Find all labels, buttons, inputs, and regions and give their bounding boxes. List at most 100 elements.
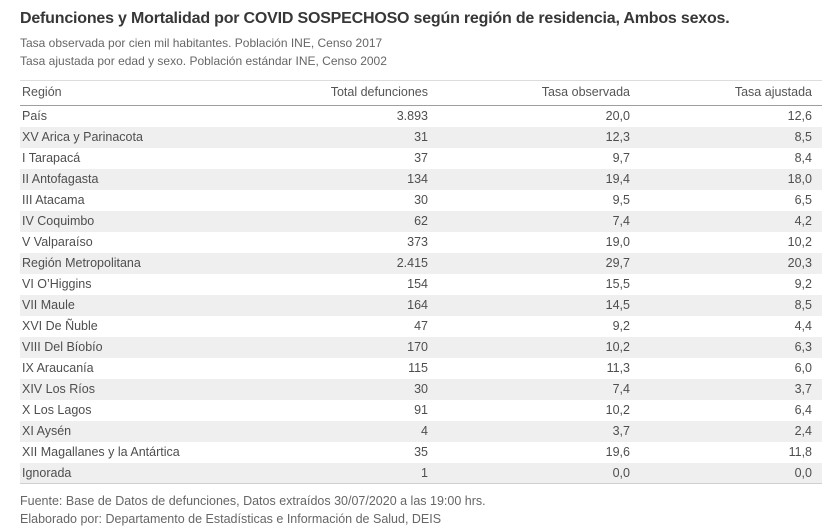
table-row: II Antofagasta 134 19,4 18,0 [20,168,822,190]
total-defunciones-cell[interactable]: 4 [421,424,428,438]
tasa-ajustada-cell[interactable]: 10,2 [787,235,812,249]
region-cell[interactable]: X Los Lagos [22,403,92,417]
tasa-observada-cell[interactable]: 7,4 [612,382,630,396]
tasa-ajustada-cell[interactable]: 0,0 [794,465,812,480]
tasa-observada-cell[interactable]: 19,4 [605,172,630,186]
mortality-table: Región Total defunciones Tasa observada … [20,80,822,484]
table-row: XVI De Ñuble 47 9,2 4,4 [20,316,822,337]
total-defunciones-cell[interactable]: 134 [407,172,428,186]
table-row: I Tarapacá 37 9,7 8,4 [20,148,822,169]
footer-elaborated-by: Elaborado por: Departamento de Estadísti… [20,512,442,526]
total-defunciones-cell[interactable]: 1 [421,465,428,480]
region-cell[interactable]: IX Araucanía [22,361,94,375]
table-body: País 3.893 20,0 12,6 XV Arica y Parinacota 31… [20,106,822,484]
table-row: XV Arica y Parinacota 31 12,3 8,5 [20,126,822,148]
table-row: VIII Del Bíobío 170 10,2 6,3 [20,336,822,358]
tasa-ajustada-cell[interactable]: 3,7 [794,382,812,396]
tasa-observada-cell[interactable]: 10,2 [605,403,630,417]
region-cell[interactable]: País [22,109,48,124]
region-cell[interactable]: VII Maule [22,298,75,312]
tasa-ajustada-cell[interactable]: 2,4 [794,424,812,438]
total-defunciones-cell[interactable]: 373 [407,235,428,249]
region-cell[interactable]: XI Aysén [22,424,72,438]
total-defunciones-cell[interactable]: 115 [408,361,428,375]
tasa-ajustada-cell[interactable]: 4,2 [794,214,812,228]
region-cell[interactable]: XII Magallanes y la Antártica [22,445,180,459]
report-footer: Fuente: Base de Datos de defunciones, Da… [20,492,822,528]
region-cell[interactable]: XV Arica y Parinacota [22,130,143,144]
tasa-ajustada-cell[interactable]: 18,0 [787,172,812,186]
tasa-observada-cell[interactable]: 11,3 [606,361,630,375]
column-header-region[interactable]: Región [20,80,290,106]
tasa-observada-cell[interactable]: 9,5 [612,193,630,207]
column-header-tasa-ajustada[interactable]: Tasa ajustada [640,80,822,106]
region-cell[interactable]: III Atacama [22,193,85,207]
region-cell[interactable]: Región Metropolitana [22,256,141,270]
tasa-ajustada-cell[interactable]: 6,0 [794,361,812,375]
region-cell[interactable]: IV Coquimbo [22,214,95,228]
total-defunciones-cell[interactable]: 3.893 [396,109,428,124]
subtitle-adjusted-rate: Tasa ajustada por edad y sexo. Población… [20,54,387,68]
total-defunciones-cell[interactable]: 91 [414,403,428,417]
tasa-ajustada-cell[interactable]: 20,3 [787,256,812,270]
region-cell[interactable]: V Valparaíso [22,235,93,249]
tasa-observada-cell[interactable]: 9,2 [612,319,630,333]
tasa-observada-cell[interactable]: 9,7 [612,151,630,165]
total-defunciones-cell[interactable]: 31 [414,130,428,144]
total-defunciones-cell[interactable]: 154 [407,277,428,291]
tasa-ajustada-cell[interactable]: 6,5 [794,193,812,207]
table-row: V Valparaíso 373 19,0 10,2 [20,232,822,253]
total-defunciones-cell[interactable]: 164 [407,298,428,312]
tasa-ajustada-cell[interactable]: 9,2 [794,277,812,291]
tasa-ajustada-cell[interactable]: 11,8 [788,445,812,459]
region-cell[interactable]: II Antofagasta [22,172,99,186]
tasa-observada-cell[interactable]: 14,5 [605,298,630,312]
tasa-ajustada-cell[interactable]: 6,4 [794,403,812,417]
table-row: IV Coquimbo 62 7,4 4,2 [20,210,822,232]
table-row: IX Araucanía 115 11,3 6,0 [20,358,822,379]
column-header-total-defunciones[interactable]: Total defunciones [290,80,438,106]
tasa-observada-cell[interactable]: 20,0 [605,109,630,124]
tasa-observada-cell[interactable]: 10,2 [605,340,630,354]
tasa-observada-cell[interactable]: 19,0 [605,235,630,249]
table-row: XII Magallanes y la Antártica 35 19,6 11,8 [20,442,822,463]
tasa-ajustada-cell[interactable]: 8,4 [794,151,812,165]
tasa-observada-cell[interactable]: 29,7 [605,256,630,270]
tasa-ajustada-cell[interactable]: 8,5 [794,130,812,144]
tasa-ajustada-cell[interactable]: 12,6 [787,109,812,124]
region-cell[interactable]: VI O’Higgins [22,277,92,291]
total-defunciones-cell[interactable]: 62 [414,214,428,228]
region-cell[interactable]: Ignorada [22,465,72,480]
footer-source: Fuente: Base de Datos de defunciones, Da… [20,494,486,508]
tasa-observada-cell[interactable]: 3,7 [612,424,630,438]
page-title: Defunciones y Mortalidad por COVID SOSPE… [20,10,730,27]
region-cell[interactable]: VIII Del Bíobío [22,340,103,354]
total-defunciones-cell[interactable]: 170 [407,340,428,354]
region-cell[interactable]: XVI De Ñuble [22,319,98,333]
tasa-observada-cell[interactable]: 15,5 [605,277,630,291]
tasa-observada-cell[interactable]: 7,4 [612,214,630,228]
tasa-observada-cell[interactable]: 12,3 [605,130,630,144]
table-row: VI O’Higgins 154 15,5 9,2 [20,274,822,295]
region-cell[interactable]: XIV Los Ríos [22,382,95,396]
total-defunciones-cell[interactable]: 35 [414,445,428,459]
column-header-tasa-observada[interactable]: Tasa observada [438,80,640,106]
table-row: VII Maule 164 14,5 8,5 [20,294,822,316]
tasa-ajustada-cell[interactable]: 8,5 [794,298,812,312]
table-row: País 3.893 20,0 12,6 [20,106,822,127]
tasa-ajustada-cell[interactable]: 4,4 [794,319,812,333]
table-row: III Atacama 30 9,5 6,5 [20,190,822,211]
total-defunciones-cell[interactable]: 30 [414,382,428,396]
table-row: XI Aysén 4 3,7 2,4 [20,420,822,442]
tasa-observada-cell[interactable]: 0,0 [612,465,630,480]
total-defunciones-cell[interactable]: 37 [414,151,428,165]
table-row: X Los Lagos 91 10,2 6,4 [20,400,822,421]
total-defunciones-cell[interactable]: 47 [414,319,428,333]
tasa-ajustada-cell[interactable]: 6,3 [794,340,812,354]
total-defunciones-cell[interactable]: 2.415 [396,256,428,270]
region-cell[interactable]: I Tarapacá [22,151,81,165]
tasa-observada-cell[interactable]: 19,6 [605,445,630,459]
table-header-row: Región Total defunciones Tasa observada … [20,80,822,106]
total-defunciones-cell[interactable]: 30 [414,193,428,207]
